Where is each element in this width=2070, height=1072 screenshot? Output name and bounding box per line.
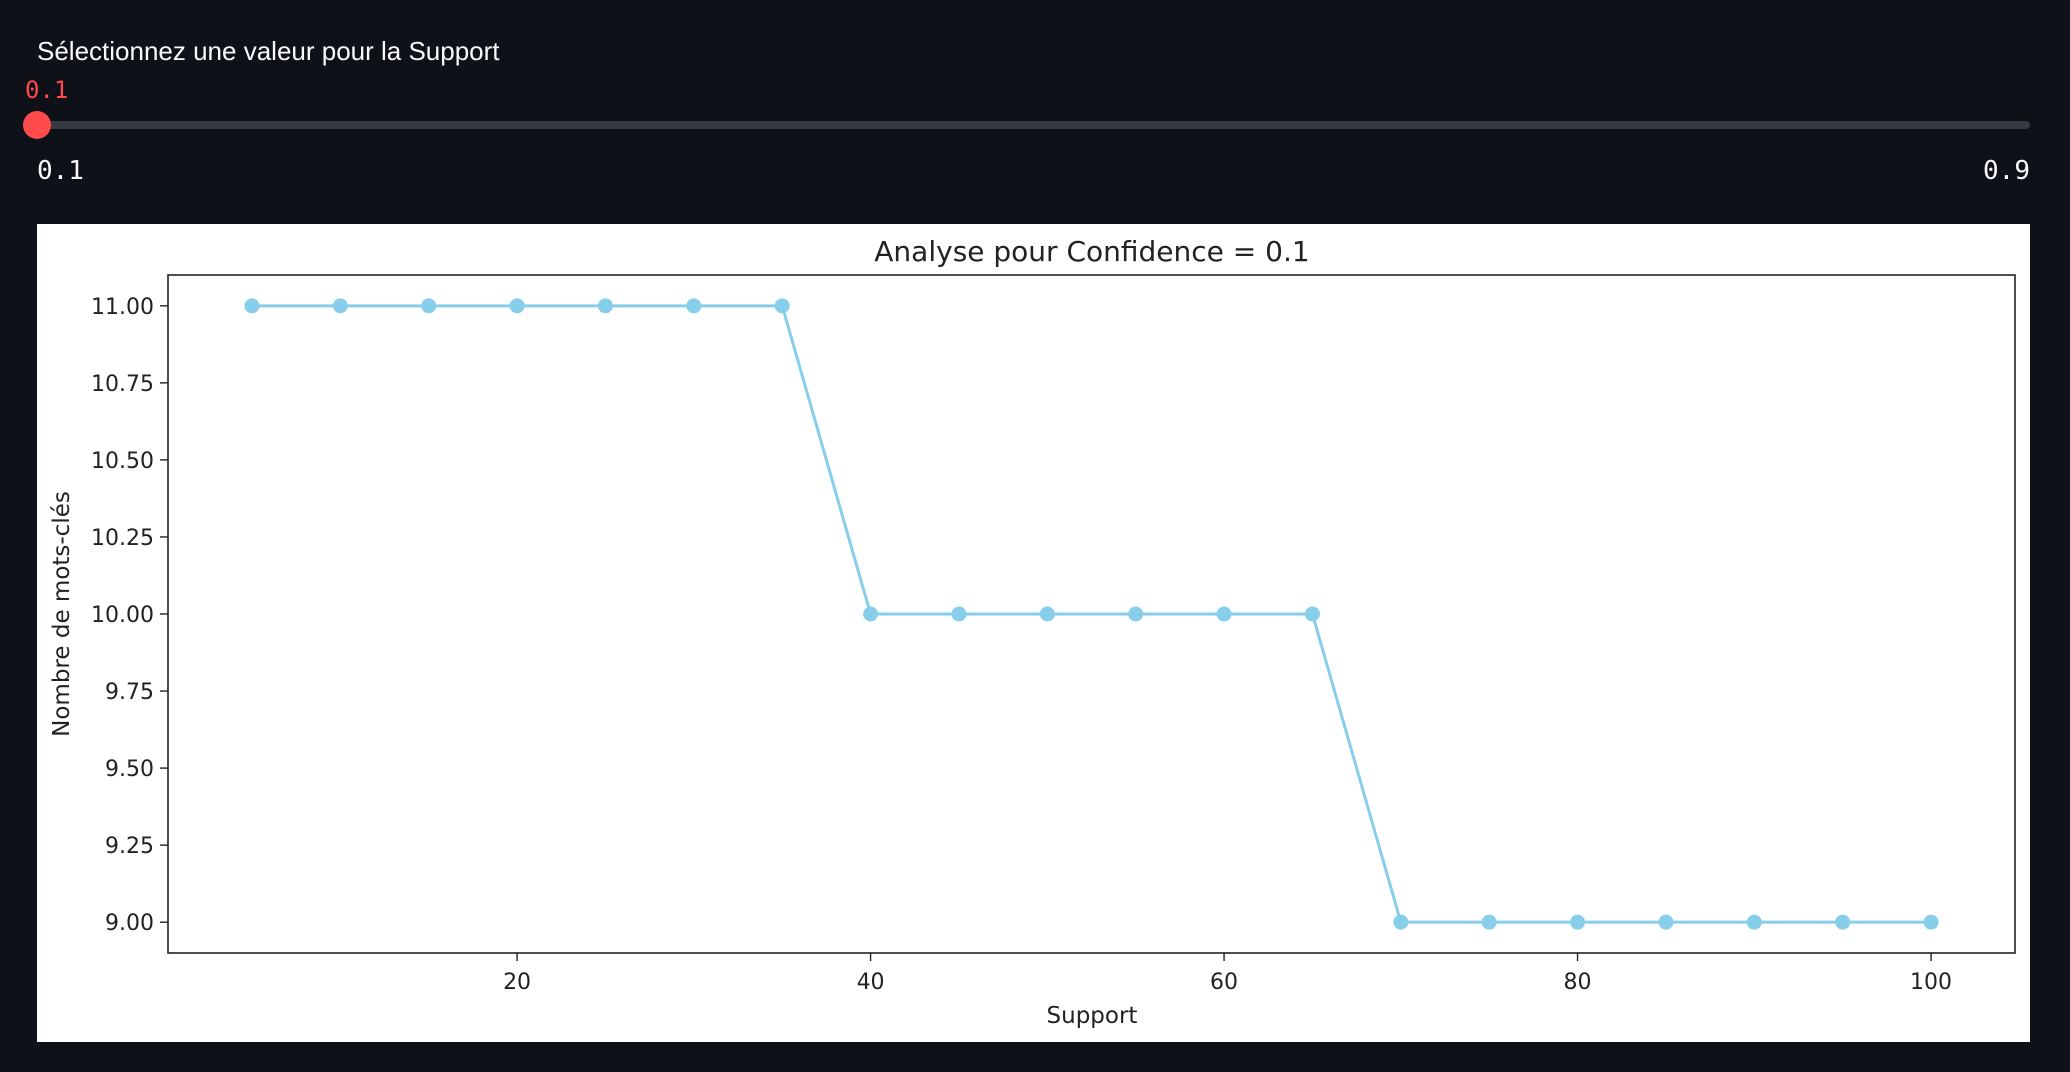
y-tick-label: 9.00 xyxy=(105,911,154,936)
slider-max-label: 0.9 xyxy=(1983,156,2030,186)
y-tick-label: 10.25 xyxy=(91,526,154,551)
data-point xyxy=(1216,606,1232,622)
chart-card: Analyse pour Confidence = 0.1 Support No… xyxy=(37,224,2030,1042)
data-point xyxy=(509,298,525,314)
line-chart: Analyse pour Confidence = 0.1 Support No… xyxy=(49,235,2016,1029)
data-point xyxy=(244,298,260,314)
data-point xyxy=(1570,914,1586,930)
series-line xyxy=(251,304,1932,924)
y-tick-label: 10.50 xyxy=(91,449,154,474)
slider-label: Sélectionnez une valeur pour la Support xyxy=(37,36,500,66)
data-point xyxy=(332,298,348,314)
data-point xyxy=(421,298,437,314)
data-point xyxy=(951,606,967,622)
data-point xyxy=(597,298,613,314)
y-tick-label: 10.00 xyxy=(91,603,154,628)
data-point xyxy=(1835,914,1851,930)
x-tick-label: 40 xyxy=(857,970,885,995)
slider-track[interactable] xyxy=(37,121,2030,129)
data-point xyxy=(1304,606,1320,622)
data-point xyxy=(1923,914,1939,930)
x-tick-label: 100 xyxy=(1910,970,1952,995)
y-tick-label: 11.00 xyxy=(91,295,154,320)
y-tick-label: 9.25 xyxy=(105,834,154,859)
y-tick-label: 9.50 xyxy=(105,757,154,782)
data-point xyxy=(863,606,879,622)
x-tick-label: 80 xyxy=(1564,970,1592,995)
chart-title: Analyse pour Confidence = 0.1 xyxy=(874,235,1309,268)
data-point xyxy=(686,298,702,314)
slider-current-value: 0.1 xyxy=(25,76,69,104)
data-point xyxy=(1128,606,1144,622)
data-point xyxy=(1393,914,1409,930)
y-axis-label: Nombre de mots-clés xyxy=(49,491,75,737)
slider-min-label: 0.1 xyxy=(37,156,84,186)
data-point xyxy=(1481,914,1497,930)
data-point xyxy=(1658,914,1674,930)
data-point xyxy=(774,298,790,314)
x-axis-label: Support xyxy=(1047,1003,1138,1029)
data-point xyxy=(1039,606,1055,622)
x-tick-label: 60 xyxy=(1210,970,1238,995)
y-tick-label: 9.75 xyxy=(105,680,154,705)
y-tick-label: 10.75 xyxy=(91,372,154,397)
data-point xyxy=(1746,914,1762,930)
x-tick-label: 20 xyxy=(503,970,531,995)
slider-thumb[interactable] xyxy=(23,111,51,139)
